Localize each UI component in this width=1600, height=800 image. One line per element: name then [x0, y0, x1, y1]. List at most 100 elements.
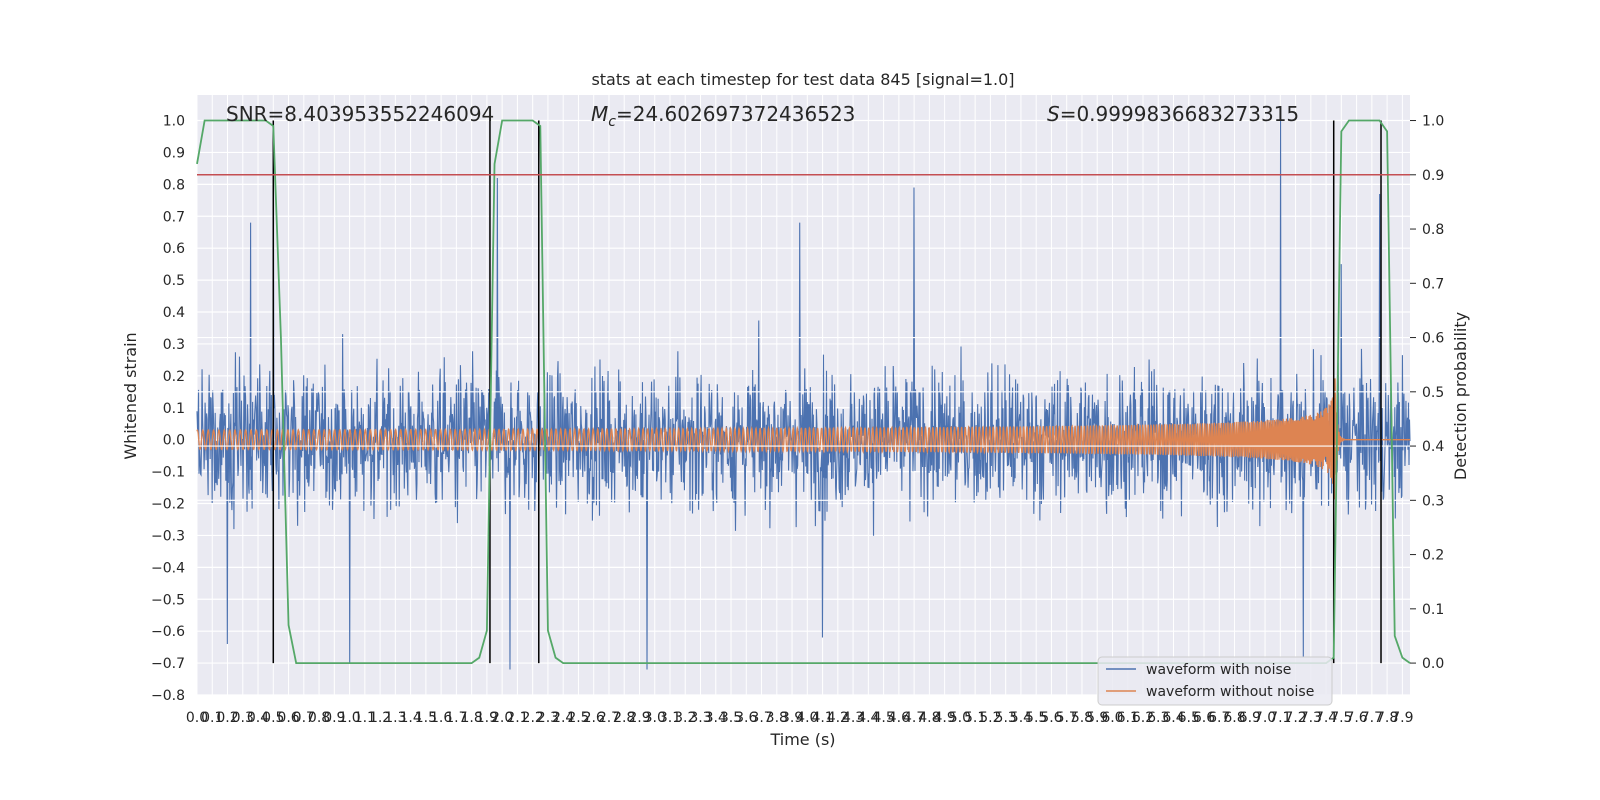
x-tick-label-42: 4.2: [827, 710, 849, 726]
right-y-tick-label-6: 0.6: [1422, 331, 1444, 347]
right-y-tick-label-9: 0.9: [1422, 168, 1444, 184]
s-annotation: S=0.9999836683273315: [1047, 102, 1299, 126]
right-y-tick-label-2: 0.2: [1422, 548, 1444, 564]
x-tick-label-50: 5.0: [949, 710, 971, 726]
s-symbol: S: [1047, 102, 1060, 126]
x-tick-label-21: 2.1: [506, 710, 528, 726]
x-tick-label-41: 4.1: [811, 710, 833, 726]
left-y-tick-label-12: 0.4: [163, 305, 185, 321]
chart-title: stats at each timestep for test data 845…: [591, 70, 1014, 89]
x-tick-label-29: 2.9: [628, 710, 650, 726]
left-y-tick-label-7: −0.1: [151, 465, 185, 481]
right-y-tick-label-4: 0.4: [1422, 439, 1444, 455]
left-y-tick-label-2: −0.6: [151, 624, 185, 640]
x-tick-label-78: 7.8: [1376, 710, 1398, 726]
left-y-tick-label-15: 0.7: [163, 209, 185, 225]
left-y-tick-label-17: 0.9: [163, 145, 185, 161]
x-tick-label-54: 5.4: [1010, 710, 1032, 726]
x-axis-label: Time (s): [769, 730, 835, 749]
chirp-mass-symbol: M: [591, 102, 608, 126]
x-tick-label-15: 1.5: [415, 710, 437, 726]
x-tick-label-6: 0.6: [277, 710, 299, 726]
x-tick-label-13: 1.3: [384, 710, 406, 726]
x-tick-label-67: 6.7: [1208, 710, 1230, 726]
chirp-mass-subscript: c: [608, 114, 616, 130]
x-tick-label-66: 6.6: [1193, 710, 1215, 726]
x-tick-label-20: 2.0: [491, 710, 513, 726]
x-tick-label-62: 6.2: [1132, 710, 1154, 726]
x-axis-ticks: 0.00.10.20.30.40.50.60.70.80.91.01.11.21…: [186, 710, 1414, 726]
left-y-tick-label-10: 0.2: [163, 369, 185, 385]
x-tick-label-61: 6.1: [1117, 710, 1139, 726]
x-tick-label-36: 3.6: [735, 710, 757, 726]
x-tick-label-58: 5.8: [1071, 710, 1093, 726]
left-y-tick-label-6: −0.2: [151, 497, 185, 513]
right-y-tick-label-8: 0.8: [1422, 222, 1444, 238]
x-tick-label-63: 6.3: [1147, 710, 1169, 726]
x-tick-label-53: 5.3: [995, 710, 1017, 726]
x-tick-label-33: 3.3: [689, 710, 711, 726]
detection-probability-series: [196, 119, 1411, 664]
clean-waveform-line: [196, 378, 1410, 500]
x-tick-label-69: 6.9: [1239, 710, 1261, 726]
x-tick-label-70: 7.0: [1254, 710, 1276, 726]
x-tick-label-59: 5.9: [1086, 710, 1108, 726]
right-y-tick-label-0: 0.0: [1422, 656, 1444, 672]
x-tick-label-37: 3.7: [750, 710, 772, 726]
x-tick-label-5: 0.5: [262, 710, 284, 726]
left-y-tick-label-9: 0.1: [163, 401, 185, 417]
right-y-tick-label-7: 0.7: [1422, 276, 1444, 292]
x-tick-label-9: 0.9: [323, 710, 345, 726]
x-tick-label-71: 7.1: [1269, 710, 1291, 726]
right-y-tick-label-1: 0.1: [1422, 602, 1444, 618]
x-tick-label-12: 1.2: [369, 710, 391, 726]
x-tick-label-46: 4.6: [888, 710, 910, 726]
x-tick-label-7: 0.7: [293, 710, 315, 726]
chirp-mass-value: =24.602697372436523: [616, 102, 855, 126]
x-tick-label-57: 5.7: [1056, 710, 1078, 726]
x-tick-label-76: 7.6: [1345, 710, 1367, 726]
x-tick-label-4: 0.4: [247, 710, 269, 726]
x-tick-label-79: 7.9: [1391, 710, 1413, 726]
legend-entry-clean: waveform without noise: [1146, 684, 1314, 700]
left-y-axis-label: Whitened strain: [121, 332, 140, 459]
x-tick-label-47: 4.7: [903, 710, 925, 726]
x-tick-label-51: 5.1: [964, 710, 986, 726]
x-tick-label-48: 4.8: [918, 710, 940, 726]
x-tick-label-16: 1.6: [430, 710, 452, 726]
x-tick-label-52: 5.2: [979, 710, 1001, 726]
legend: waveform with noise waveform without noi…: [1097, 656, 1333, 706]
chirp-mass-annotation: Mc=24.602697372436523: [591, 102, 855, 130]
x-tick-label-18: 1.8: [461, 710, 483, 726]
x-tick-label-45: 4.5: [872, 710, 894, 726]
x-tick-label-14: 1.4: [399, 710, 421, 726]
right-y-axis-ticks: 0.0 0.1 0.2 0.3 0.4 0.5 0.6 0.7 0.8 0.9 1.0: [1410, 114, 1444, 672]
x-tick-label-56: 5.6: [1040, 710, 1062, 726]
x-tick-label-1: 0.1: [201, 710, 223, 726]
x-tick-label-23: 2.3: [537, 710, 559, 726]
s-value: =0.9999836683273315: [1060, 102, 1299, 126]
left-y-tick-label-14: 0.6: [163, 241, 185, 257]
x-tick-label-40: 4.0: [796, 710, 818, 726]
left-y-tick-label-4: −0.4: [151, 560, 185, 576]
x-tick-label-72: 7.2: [1284, 710, 1306, 726]
x-tick-label-49: 4.9: [934, 710, 956, 726]
left-y-tick-label-3: −0.5: [151, 592, 185, 608]
x-tick-label-65: 6.5: [1178, 710, 1200, 726]
x-tick-label-64: 6.4: [1162, 710, 1184, 726]
x-tick-label-75: 7.5: [1330, 710, 1352, 726]
x-tick-label-19: 1.9: [476, 710, 498, 726]
x-tick-label-17: 1.7: [445, 710, 467, 726]
left-y-tick-label-18: 1.0: [163, 114, 185, 130]
x-tick-label-26: 2.6: [583, 710, 605, 726]
left-y-tick-label-5: −0.3: [151, 528, 185, 544]
x-tick-label-30: 3.0: [644, 710, 666, 726]
x-tick-label-25: 2.5: [567, 710, 589, 726]
x-tick-label-68: 6.8: [1223, 710, 1245, 726]
x-tick-label-28: 2.8: [613, 710, 635, 726]
x-tick-label-0: 0.0: [186, 710, 208, 726]
x-tick-label-27: 2.7: [598, 710, 620, 726]
x-tick-label-77: 7.7: [1361, 710, 1383, 726]
right-y-tick-label-5: 0.5: [1422, 385, 1444, 401]
